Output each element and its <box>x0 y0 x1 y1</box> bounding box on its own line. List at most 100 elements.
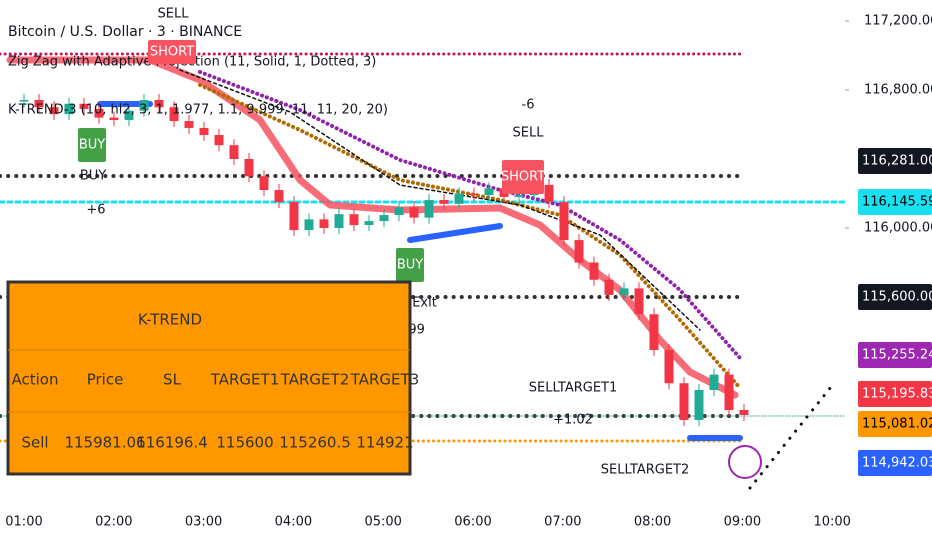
table-cell: 116196.4 <box>136 434 208 452</box>
price-tag <box>858 284 932 310</box>
table-cells: Action Price SL TARGET1 TARGET2 TARGET3 Sell 11… <box>12 371 420 452</box>
candle <box>454 193 464 204</box>
price-tag-label: 115,600.00 <box>862 290 932 305</box>
table-header: TARGET1 <box>210 371 280 389</box>
candle <box>49 107 59 115</box>
y-tick-label: 116,000.00 <box>864 221 932 236</box>
zigzag-projection <box>179 69 701 331</box>
signal-label: SHORT <box>501 170 545 185</box>
candle <box>664 349 674 384</box>
candle <box>34 100 44 108</box>
candle <box>739 409 749 415</box>
table-header: Action <box>12 371 59 389</box>
candle <box>709 374 719 390</box>
candle <box>544 184 554 203</box>
signal-label: BUY <box>79 138 105 153</box>
candle <box>424 200 434 218</box>
candle <box>289 202 299 231</box>
candle <box>349 214 359 226</box>
time-axis: 01:00 02:00 03:00 04:00 05:00 06:00 07:00 08:00… <box>5 515 851 530</box>
candle <box>79 103 89 109</box>
price-tag <box>858 342 932 368</box>
price-tag <box>858 148 932 174</box>
table-cell: Sell <box>21 434 48 452</box>
x-tick-label: 03:00 <box>185 515 222 530</box>
ma-line <box>198 83 742 390</box>
table-header: TARGET2 <box>280 371 350 389</box>
price-tag-label: 115,255.24 <box>862 348 932 363</box>
price-tag-label: 114,942.03 <box>862 456 932 471</box>
x-tick-label: 10:00 <box>813 515 850 530</box>
candle <box>574 240 584 263</box>
candle <box>259 176 269 191</box>
candle <box>319 219 329 228</box>
candle <box>139 100 149 111</box>
candle <box>634 288 644 315</box>
table-cell: 115981.06 <box>64 434 145 452</box>
price-axis: 117,200.00 116,800.00 116,000.00 116,281.00… <box>845 14 932 476</box>
table-cell: 114921 <box>356 434 413 452</box>
signal-label: +1.02 <box>553 413 593 428</box>
signal-box <box>78 128 106 162</box>
candle <box>514 195 524 197</box>
price-tag-label: 115,081.02 <box>862 417 932 432</box>
signal-label: +6 <box>86 203 105 218</box>
candle <box>304 219 314 231</box>
x-tick-label: 07:00 <box>544 515 581 530</box>
candle <box>334 214 344 228</box>
candle <box>724 374 734 410</box>
indicator-legend: K-TREND-3 (10, hl2, 3, 1, 1.977, 1.1, 9.… <box>8 103 388 118</box>
candle <box>694 389 704 420</box>
signal-label: BUY <box>80 169 106 184</box>
x-tick-label: 09:00 <box>724 515 761 530</box>
candle <box>589 262 599 280</box>
x-tick-label: 04:00 <box>275 515 312 530</box>
candle <box>364 221 374 226</box>
signal-label: SELLTARGET1 <box>529 381 618 396</box>
x-tick-label: 02:00 <box>95 515 132 530</box>
candle <box>649 314 659 350</box>
table-header: SL <box>163 371 182 389</box>
price-tag <box>858 450 932 476</box>
x-tick-label: 08:00 <box>634 515 671 530</box>
signal-box <box>396 248 424 282</box>
candle <box>484 188 494 196</box>
candle <box>64 103 74 115</box>
candle <box>244 159 254 177</box>
signal-label: SELL <box>513 126 545 141</box>
candle <box>199 127 209 136</box>
candle <box>109 117 119 121</box>
candle <box>19 100 29 102</box>
candle <box>184 121 194 128</box>
price-tag-label: 115,195.83 <box>862 387 932 402</box>
signal-label: BUY <box>397 258 423 273</box>
signal-label: SHORT <box>150 45 194 60</box>
x-tick-label: 01:00 <box>5 515 42 530</box>
x-tick-label: 05:00 <box>364 515 401 530</box>
ma-line <box>198 70 742 360</box>
y-tick-label: 116,800.00 <box>864 83 932 98</box>
candle <box>124 110 134 121</box>
candle <box>379 215 389 222</box>
candles <box>19 94 749 426</box>
signal-box <box>502 160 544 194</box>
signal-label: -6 <box>522 98 535 113</box>
candle <box>94 108 104 118</box>
price-tag <box>858 411 932 437</box>
candle <box>679 383 689 420</box>
signal-table: K-TREND Action Price SL TARGET1 TARGET2 TARGE… <box>6 280 420 476</box>
y-tick-label: 117,200.00 <box>864 14 932 29</box>
candle <box>394 207 404 216</box>
price-tag <box>858 189 932 215</box>
candle <box>214 135 224 146</box>
table-cell: 115260.5 <box>279 434 351 452</box>
candle <box>274 190 284 203</box>
signal-box <box>148 40 196 64</box>
signal-label: SELLTARGET2 <box>601 463 690 478</box>
table-header: Price <box>87 371 124 389</box>
candle <box>619 288 629 295</box>
candle <box>604 279 614 295</box>
candle <box>559 202 569 241</box>
alert-icon[interactable] <box>728 445 762 479</box>
